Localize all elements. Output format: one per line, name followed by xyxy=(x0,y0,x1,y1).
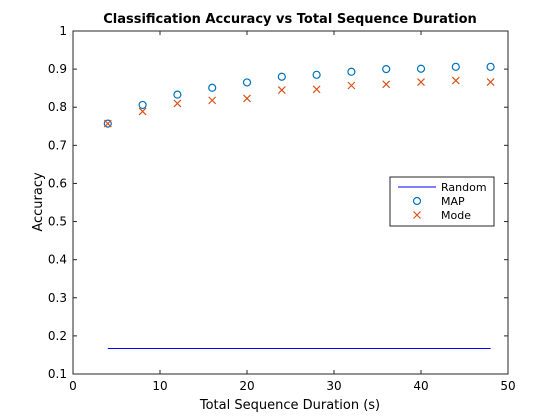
data-point-mode xyxy=(277,86,286,94)
x-tick-label: 10 xyxy=(152,379,167,393)
data-point-mode xyxy=(243,94,251,103)
data-point-map xyxy=(416,64,426,73)
legend-label-mode: Mode xyxy=(441,209,471,222)
y-tick-label: 0.5 xyxy=(48,215,67,229)
x-tick-label: 30 xyxy=(326,379,341,393)
plot-area xyxy=(72,30,509,375)
legend-label-map: MAP xyxy=(441,195,465,208)
axis-ticks: 0 10 20 30 40 50 0.1 0.2 0.3 0.4 0.5 0.6 0.7 0.8 0.9 1 xyxy=(48,24,516,393)
data-point-map xyxy=(208,83,217,92)
data-point-mode xyxy=(312,85,321,94)
y-tick-label: 0.8 xyxy=(48,100,67,114)
data-point-map xyxy=(242,78,252,87)
y-tick-label: 0.4 xyxy=(48,253,67,267)
data-point-map xyxy=(103,119,112,128)
data-point-mode xyxy=(103,119,112,128)
y-tick-label: 0.7 xyxy=(48,138,67,152)
data-point-map xyxy=(486,62,495,71)
data-point-map xyxy=(451,62,460,71)
data-point-map xyxy=(382,65,391,74)
data-point-mode xyxy=(451,76,460,85)
data-point-map xyxy=(347,67,356,76)
series-layer xyxy=(103,62,495,349)
data-point-map xyxy=(312,70,321,79)
chart-title: Classification Accuracy vs Total Sequenc… xyxy=(103,12,477,27)
data-point-mode xyxy=(173,99,182,108)
data-point-mode xyxy=(138,107,147,116)
x-tick-label: 50 xyxy=(500,379,515,393)
x-tick-label: 0 xyxy=(69,379,77,393)
x-axis-label: Total Sequence Duration (s) xyxy=(199,398,380,413)
x-tick-label: 40 xyxy=(413,379,428,393)
data-point-map xyxy=(277,72,286,81)
data-point-mode xyxy=(208,96,217,105)
data-point-mode xyxy=(417,78,425,86)
data-point-map xyxy=(173,90,182,99)
legend-marker-mode xyxy=(413,211,421,219)
y-tick-label: 1 xyxy=(59,24,67,38)
y-tick-label: 0.2 xyxy=(48,329,67,343)
legend-box xyxy=(389,176,495,227)
data-point-mode xyxy=(382,80,391,89)
y-tick-label: 0.9 xyxy=(48,62,67,76)
data-point-map xyxy=(138,100,147,110)
legend-marker-map xyxy=(412,196,422,206)
legend: Random MAP Mode xyxy=(389,176,495,227)
y-tick-label: 0.1 xyxy=(48,367,67,381)
y-tick-label: 0.3 xyxy=(48,291,67,305)
legend-label-random: Random xyxy=(441,181,487,194)
data-point-mode xyxy=(347,81,356,90)
y-tick-label: 0.6 xyxy=(48,176,67,190)
y-axis-label: Accuracy xyxy=(31,172,46,232)
data-point-mode xyxy=(486,78,495,86)
x-tick-label: 20 xyxy=(239,379,254,393)
